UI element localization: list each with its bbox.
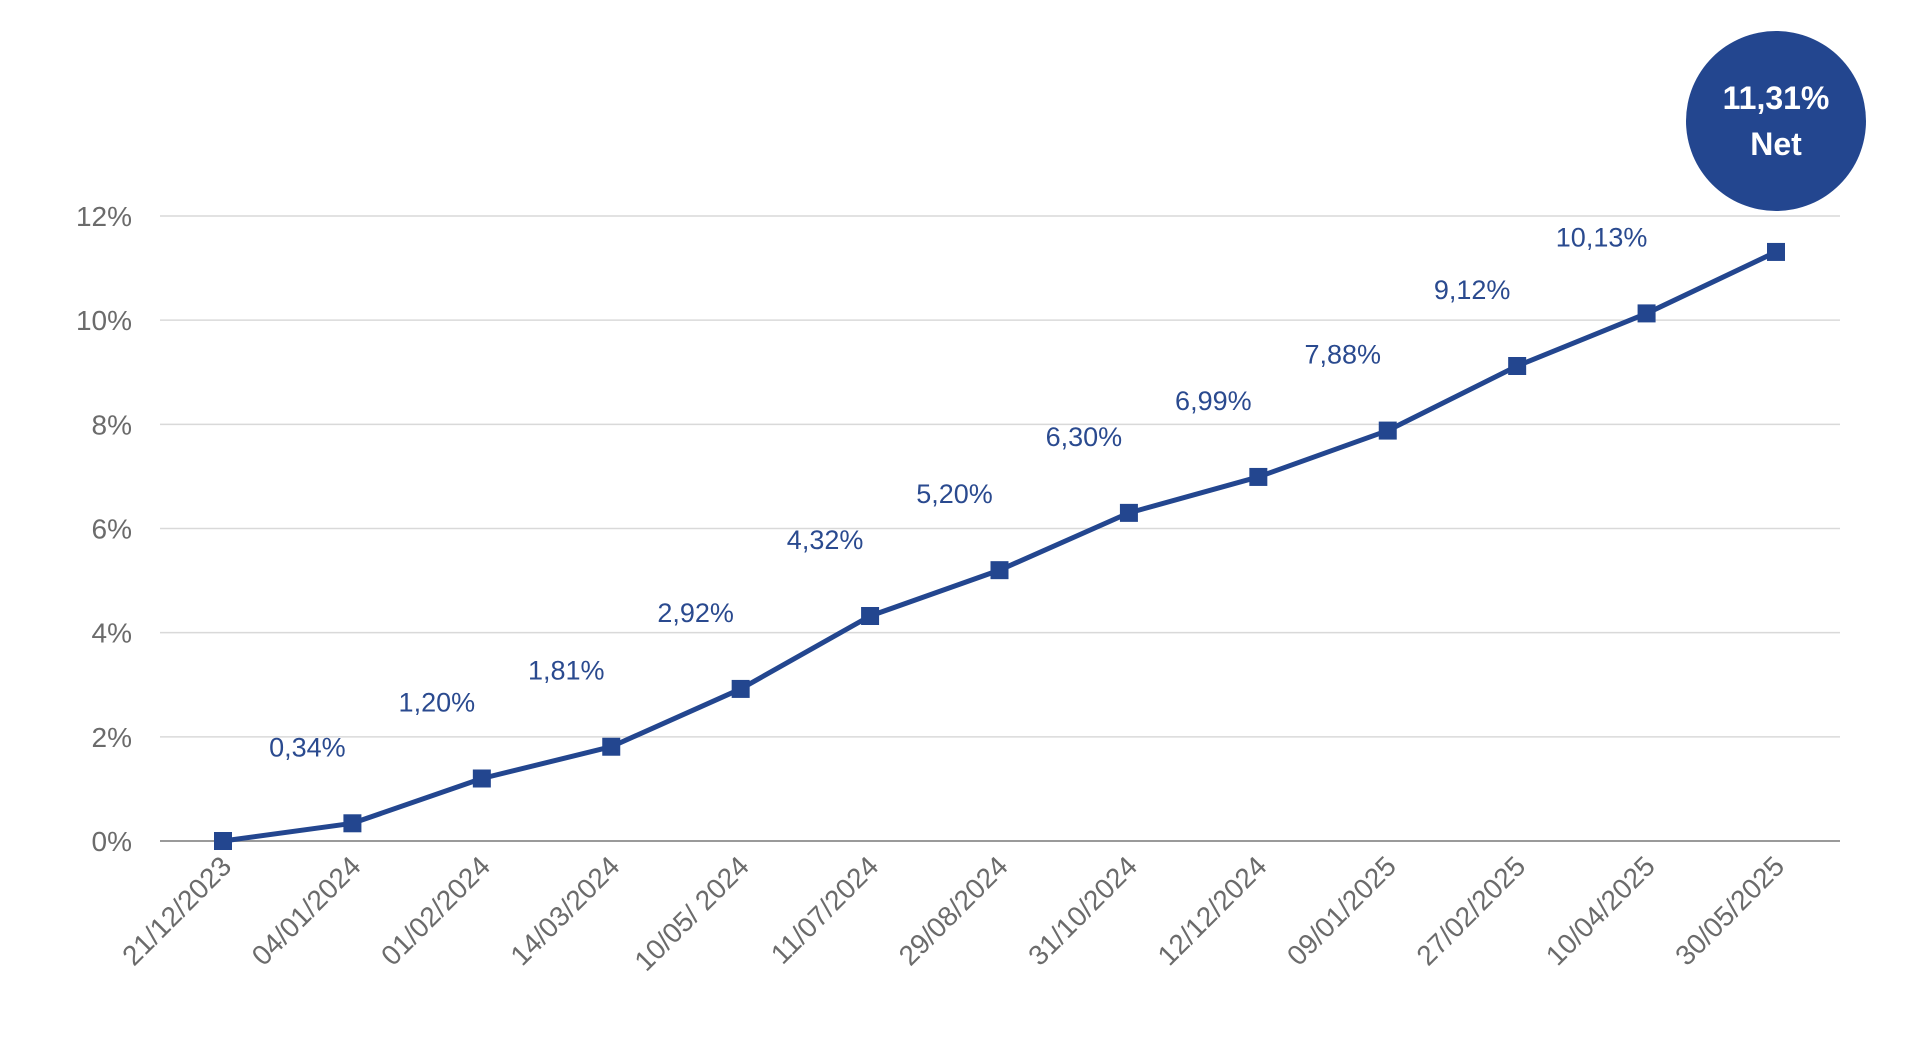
- x-tick-label: 11/07/2024: [765, 850, 885, 970]
- x-tick-label: 09/01/2025: [1281, 850, 1402, 971]
- data-label: 6,99%: [1175, 386, 1252, 416]
- y-tick-label: 4%: [92, 618, 132, 649]
- x-tick-label: 31/10/2024: [1022, 850, 1143, 971]
- x-tick-label: 10/05/ 2024: [628, 850, 755, 977]
- net-badge-label: Net: [1750, 126, 1802, 162]
- data-point-marker: [1637, 304, 1656, 323]
- data-label: 9,12%: [1434, 275, 1511, 305]
- y-tick-label: 10%: [76, 305, 132, 336]
- data-point-marker: [1767, 242, 1785, 261]
- data-label: 0,34%: [269, 732, 346, 762]
- data-label: 5,20%: [916, 479, 993, 509]
- data-label: 7,88%: [1304, 340, 1381, 370]
- data-label: 1,81%: [528, 656, 605, 686]
- data-point-marker: [214, 832, 232, 850]
- net-badge: 11,31% Net: [1686, 31, 1866, 211]
- series-layer: [214, 242, 1785, 850]
- y-tick-label: 0%: [92, 826, 132, 857]
- net-badge-circle: [1686, 31, 1866, 211]
- y-tick-label: 12%: [76, 201, 132, 232]
- y-tick-label: 2%: [92, 722, 132, 753]
- data-point-marker: [1249, 467, 1268, 486]
- y-axis-ticks: 0% 2% 4% 6% 8% 10% 12%: [76, 201, 132, 857]
- net-badge-value: 11,31%: [1723, 80, 1830, 116]
- data-point-marker: [472, 769, 491, 788]
- x-tick-label: 30/05/2025: [1669, 850, 1790, 971]
- data-point-marker: [1378, 421, 1397, 440]
- data-labels: 0,34% 1,20% 1,81% 2,92% 4,32% 5,20% 6,30% 6,99%…: [269, 222, 1647, 762]
- data-point-marker: [343, 814, 362, 833]
- data-label: 4,32%: [787, 525, 864, 555]
- data-point-marker: [861, 607, 880, 625]
- data-point-marker: [731, 679, 750, 698]
- x-tick-label: 04/01/2024: [246, 850, 367, 971]
- data-point-marker: [990, 561, 1009, 580]
- x-tick-label: 14/03/2024: [504, 850, 625, 971]
- data-label: 6,30%: [1046, 422, 1123, 452]
- x-tick-label: 29/08/2024: [893, 850, 1014, 971]
- x-tick-label: 21/12/2023: [116, 850, 237, 971]
- data-label: 1,20%: [399, 688, 476, 718]
- x-axis-ticks: 21/12/2023 04/01/2024 01/02/2024 14/03/2024…: [116, 850, 1790, 977]
- data-point-marker: [1119, 503, 1138, 522]
- x-tick-label: 10/04/2025: [1540, 850, 1661, 971]
- y-tick-label: 6%: [92, 514, 132, 545]
- data-point-marker: [602, 737, 621, 756]
- data-label: 10,13%: [1556, 222, 1648, 252]
- y-tick-label: 8%: [92, 409, 132, 440]
- series-line: [220, 249, 1779, 844]
- x-tick-label: 27/02/2025: [1410, 850, 1531, 971]
- x-tick-label: 12/12/2024: [1152, 850, 1273, 971]
- grid-layer: [160, 215, 1840, 842]
- data-label: 2,92%: [657, 598, 734, 628]
- data-point-marker: [1508, 357, 1527, 375]
- x-tick-label: 01/02/2024: [375, 850, 496, 971]
